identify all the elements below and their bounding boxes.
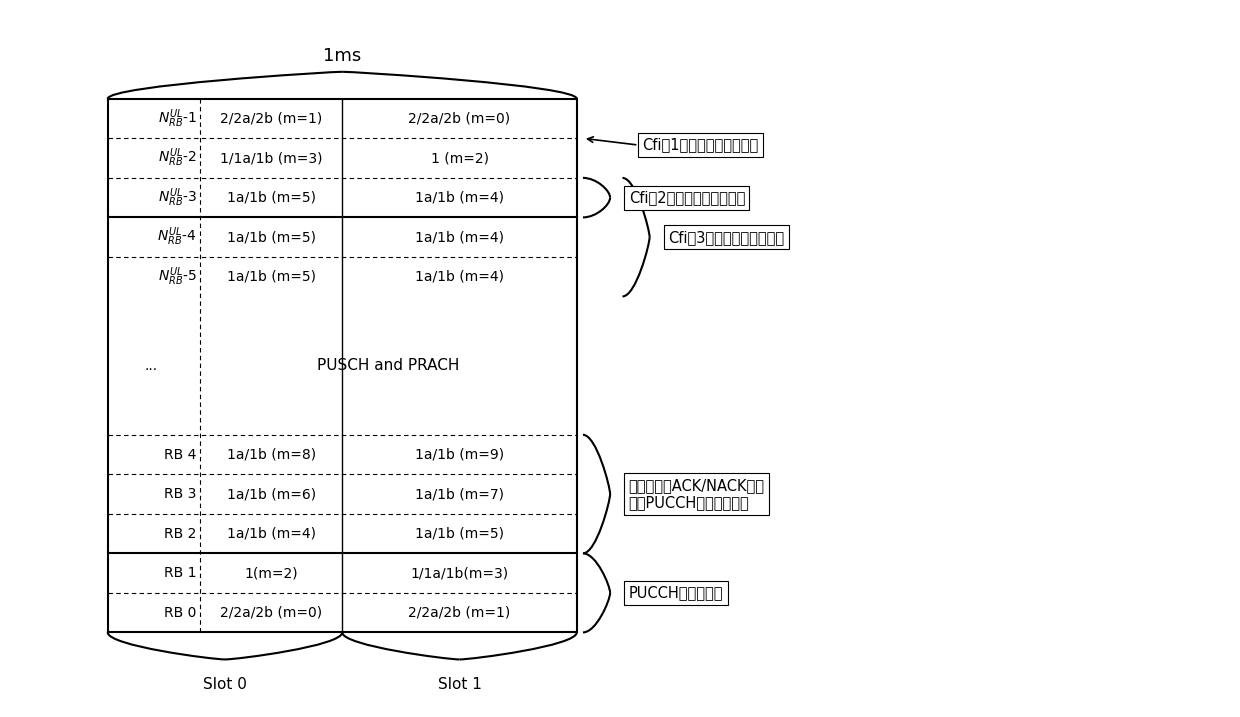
Text: RB 3: RB 3	[164, 487, 197, 501]
Text: 动态调度的ACK/NACK资源
（即PUCCH动态区资源）: 动态调度的ACK/NACK资源 （即PUCCH动态区资源）	[629, 478, 765, 511]
Text: 1a/1b (m=5): 1a/1b (m=5)	[227, 270, 316, 284]
Text: 1a/1b (m=4): 1a/1b (m=4)	[415, 230, 503, 244]
Text: Cfi为1时指示的动态区资源: Cfi为1时指示的动态区资源	[642, 138, 759, 153]
Text: 2/2a/2b (m=0): 2/2a/2b (m=0)	[221, 606, 322, 619]
Text: PUSCH and PRACH: PUSCH and PRACH	[317, 358, 460, 373]
Text: $N_{RB}^{UL}$-4: $N_{RB}^{UL}$-4	[157, 226, 197, 249]
Text: 2/2a/2b (m=1): 2/2a/2b (m=1)	[221, 112, 322, 125]
Text: PUCCH静态区资源: PUCCH静态区资源	[629, 585, 723, 600]
Text: RB 1: RB 1	[164, 566, 197, 580]
Text: 1a/1b (m=5): 1a/1b (m=5)	[227, 191, 316, 204]
Text: 1/1a/1b (m=3): 1/1a/1b (m=3)	[219, 151, 322, 165]
Text: 1a/1b (m=4): 1a/1b (m=4)	[415, 270, 503, 284]
Text: 1/1a/1b(m=3): 1/1a/1b(m=3)	[410, 566, 508, 580]
Text: Cfi为3时指示的动态区资源: Cfi为3时指示的动态区资源	[668, 229, 784, 244]
Text: $N_{RB}^{UL}$-1: $N_{RB}^{UL}$-1	[157, 108, 197, 130]
Bar	[108, 99, 577, 632]
Text: 1 (m=2): 1 (m=2)	[430, 151, 489, 165]
Text: ...: ...	[144, 358, 157, 373]
Text: 2/2a/2b (m=1): 2/2a/2b (m=1)	[408, 606, 511, 619]
Text: Cfi为2时指示的动态区资源: Cfi为2时指示的动态区资源	[629, 190, 745, 205]
Text: 1a/1b (m=9): 1a/1b (m=9)	[415, 447, 505, 462]
Text: 1a/1b (m=8): 1a/1b (m=8)	[227, 447, 316, 462]
Text: 1a/1b (m=4): 1a/1b (m=4)	[227, 526, 316, 541]
Text: Slot 1: Slot 1	[438, 678, 481, 692]
Text: 1a/1b (m=4): 1a/1b (m=4)	[415, 191, 503, 204]
Text: 1ms: 1ms	[324, 47, 361, 65]
Text: $N_{RB}^{UL}$-2: $N_{RB}^{UL}$-2	[157, 147, 197, 169]
Text: RB 0: RB 0	[164, 606, 197, 619]
Text: $N_{RB}^{UL}$-3: $N_{RB}^{UL}$-3	[157, 186, 197, 209]
Text: 1a/1b (m=5): 1a/1b (m=5)	[415, 526, 503, 541]
Text: $N_{RB}^{UL}$-5: $N_{RB}^{UL}$-5	[157, 265, 197, 288]
Text: RB 2: RB 2	[164, 526, 197, 541]
Text: 1a/1b (m=7): 1a/1b (m=7)	[415, 487, 503, 501]
Text: 1a/1b (m=5): 1a/1b (m=5)	[227, 230, 316, 244]
Text: 2/2a/2b (m=0): 2/2a/2b (m=0)	[408, 112, 511, 125]
Text: 1a/1b (m=6): 1a/1b (m=6)	[227, 487, 316, 501]
Text: RB 4: RB 4	[164, 447, 197, 462]
Text: 1(m=2): 1(m=2)	[244, 566, 298, 580]
Text: Slot 0: Slot 0	[203, 678, 247, 692]
